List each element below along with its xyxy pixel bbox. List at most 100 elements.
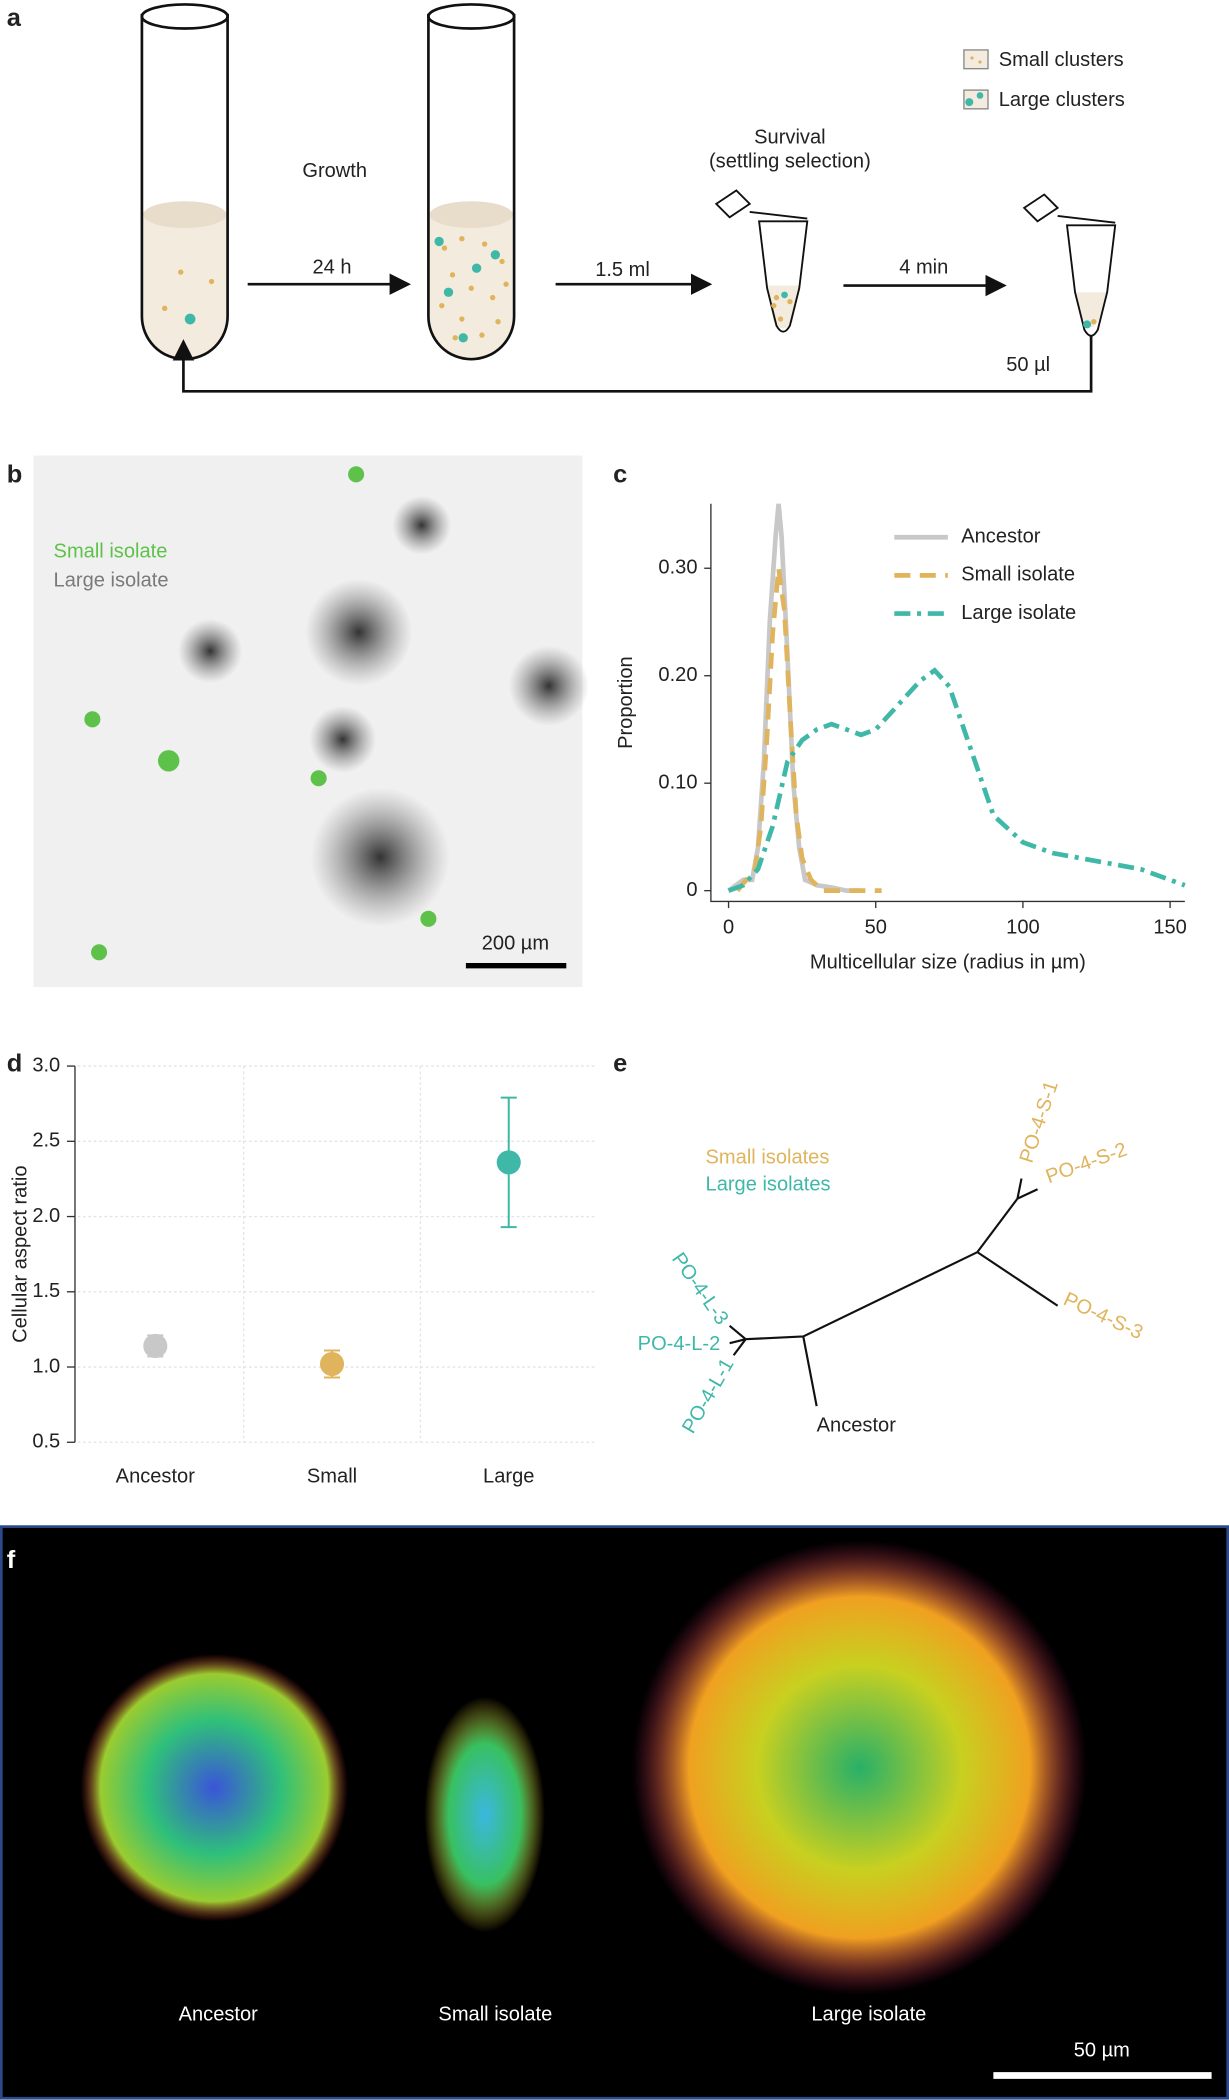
x-tick-label: 150 — [1153, 916, 1187, 938]
x-tick-label: Small — [307, 1465, 357, 1487]
y-axis-label: Cellular aspect ratio — [10, 1165, 32, 1342]
decoration — [503, 281, 509, 287]
y-tick-label: 3.0 — [32, 1054, 60, 1076]
return-arrow — [172, 335, 1093, 393]
decoration — [458, 333, 468, 343]
cluster — [178, 269, 184, 275]
panel-a: Growth 24 h 1.5 ml Survival (settling se… — [140, 3, 1125, 393]
leaf-label: PO-4-L-2 — [638, 1333, 721, 1355]
decoration — [1022, 193, 1060, 223]
tube-surface — [429, 201, 513, 228]
legend-label: Small isolate — [54, 540, 168, 562]
point — [496, 1150, 521, 1175]
decoration — [773, 294, 780, 301]
cell-cluster — [631, 1539, 1088, 1996]
y-tick-label: 0.20 — [658, 664, 697, 686]
x-tick-label: 100 — [1006, 916, 1039, 938]
point — [143, 1333, 168, 1359]
legend-label: Large isolate — [54, 570, 169, 592]
tube-liquid — [429, 211, 513, 358]
scale-bar-label: 200 µm — [482, 933, 549, 955]
point — [319, 1351, 345, 1377]
panel-label: f — [7, 1546, 16, 1574]
y-tick-label: 0.5 — [32, 1431, 60, 1453]
cluster — [161, 305, 168, 311]
y-tick-label: 0 — [686, 879, 697, 901]
test-tube-rim — [140, 3, 229, 30]
leaf-label: PO-4-L-1 — [678, 1355, 738, 1438]
x-tick-label: 50 — [865, 916, 887, 938]
scale-bar-label: 50 µm — [1074, 2040, 1130, 2062]
tube-liquid — [143, 211, 227, 358]
image-label: Large isolate — [811, 2004, 926, 2026]
legend-dot — [970, 56, 974, 60]
legend-dot — [976, 92, 984, 99]
step-label: 1.5 ml — [595, 259, 650, 281]
decoration — [489, 294, 496, 301]
decoration — [1083, 320, 1092, 329]
decoration — [1057, 215, 1116, 224]
legend-label: Small clusters — [999, 49, 1124, 71]
y-tick-label: 2.5 — [32, 1130, 60, 1152]
x-tick-label: Large — [483, 1465, 534, 1487]
panel-e: Small isolates Large isolates PO-4-S-1 P… — [638, 1078, 1146, 1437]
step-label: 4 min — [899, 256, 948, 278]
tube-surface — [143, 201, 227, 228]
series-line — [735, 567, 882, 893]
decoration — [1091, 319, 1097, 325]
test-tube — [427, 13, 516, 361]
legend-label: Large isolates — [706, 1174, 831, 1196]
panel-label: c — [613, 460, 627, 488]
step-label: 50 µl — [1006, 354, 1050, 376]
step-label: Growth — [302, 160, 367, 182]
decoration — [499, 258, 505, 265]
decoration — [348, 466, 365, 483]
step-label: (settling selection) — [709, 151, 871, 173]
decoration — [305, 578, 413, 686]
x-tick-label: 0 — [723, 916, 734, 938]
decoration — [434, 236, 444, 247]
leaf-label: PO-4-S-1 — [1016, 1078, 1063, 1165]
decoration — [452, 335, 458, 341]
legend-dot — [965, 98, 974, 107]
decoration — [178, 618, 243, 684]
decoration — [714, 189, 752, 219]
panel-f: f Ancestor Small isolate Large isolate 5… — [0, 1525, 1229, 2100]
legend-label: Small isolate — [961, 564, 1075, 586]
decoration — [309, 705, 377, 773]
step-label: Survival — [754, 127, 825, 149]
panel-label: b — [7, 460, 23, 488]
decoration — [728, 1178, 1059, 1407]
legend-label: Ancestor — [961, 526, 1041, 548]
leaf-label: Ancestor — [817, 1414, 897, 1436]
decoration — [310, 787, 450, 927]
legend-label: Small isolates — [706, 1147, 830, 1169]
decoration — [443, 287, 454, 297]
chart-c: 0 0.10 0.20 0.30 0 50 100 150 Multicellular size… — [615, 503, 1187, 973]
decoration — [441, 245, 448, 251]
clusters — [439, 236, 509, 341]
micrograph — [33, 455, 583, 988]
chart-d: 0.5 1.0 1.5 2.0 2.5 3.0 Cellular aspect ratio A… — [10, 1054, 598, 1487]
decoration — [771, 302, 777, 309]
decoration — [787, 298, 793, 305]
decoration — [781, 291, 788, 299]
y-axis-label: Proportion — [615, 656, 637, 749]
decoration — [777, 316, 784, 322]
leaf-label: PO-4-S-3 — [1060, 1288, 1146, 1344]
panel-label: a — [7, 4, 22, 32]
image-label: Small isolate — [438, 2004, 552, 2026]
panel-b: Small isolate Large isolate 200 µm — [33, 455, 590, 988]
decoration — [439, 302, 445, 309]
x-tick-label: Ancestor — [116, 1465, 196, 1487]
decoration — [490, 250, 501, 260]
cluster — [184, 313, 196, 325]
cluster — [208, 278, 215, 285]
decoration — [468, 285, 474, 291]
decoration — [157, 750, 180, 772]
step-label: 24 h — [312, 256, 351, 278]
decoration — [392, 495, 452, 555]
small-clusters — [84, 466, 437, 961]
legend-dot — [978, 60, 982, 64]
decoration — [495, 319, 501, 325]
